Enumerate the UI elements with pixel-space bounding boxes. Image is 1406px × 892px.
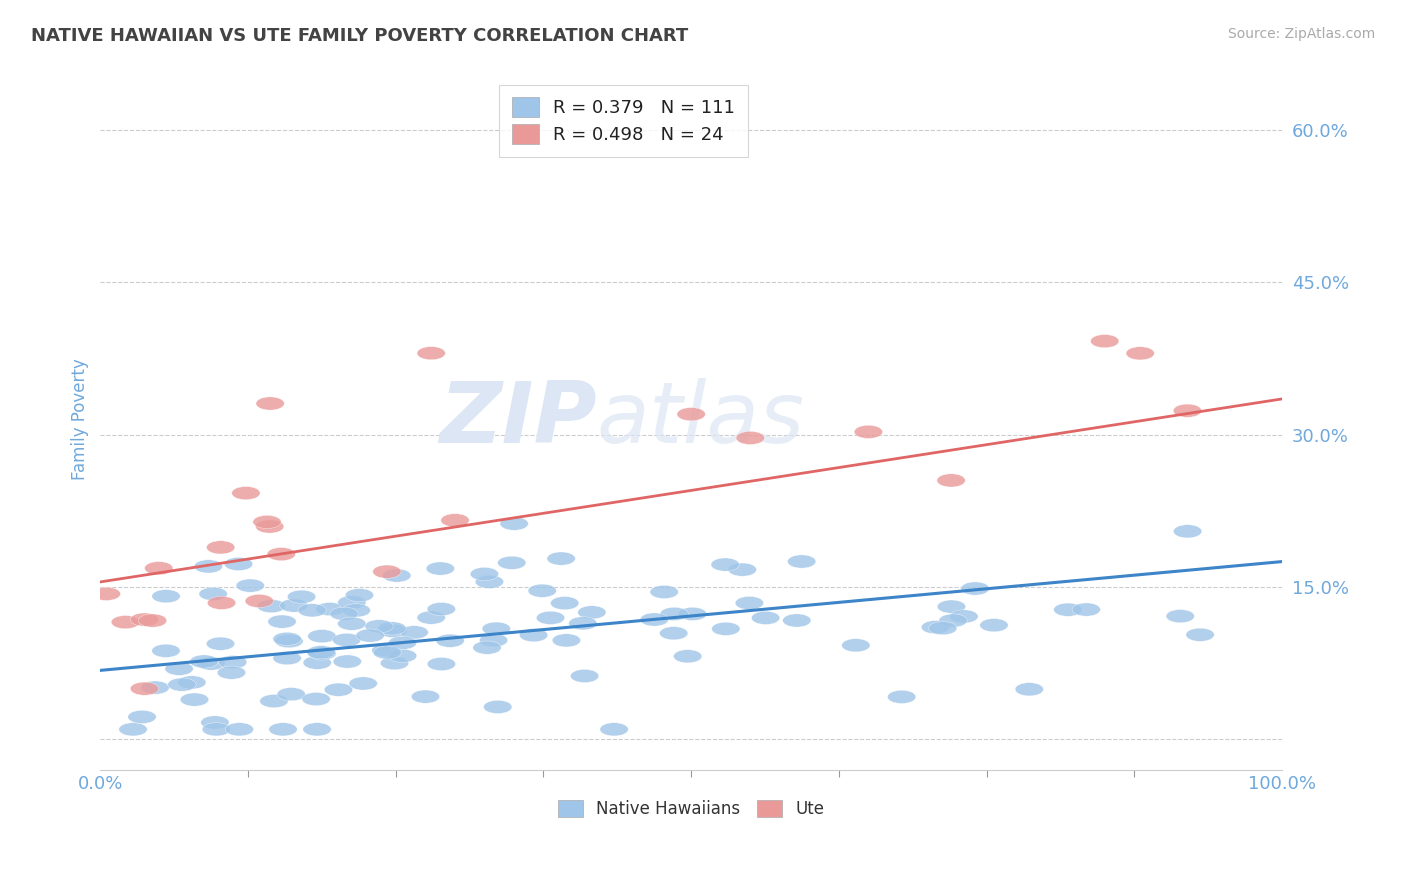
Legend: Native Hawaiians, Ute: Native Hawaiians, Ute bbox=[551, 793, 831, 825]
Text: atlas: atlas bbox=[596, 377, 804, 461]
Text: Source: ZipAtlas.com: Source: ZipAtlas.com bbox=[1227, 27, 1375, 41]
Text: NATIVE HAWAIIAN VS UTE FAMILY POVERTY CORRELATION CHART: NATIVE HAWAIIAN VS UTE FAMILY POVERTY CO… bbox=[31, 27, 688, 45]
Y-axis label: Family Poverty: Family Poverty bbox=[72, 359, 89, 480]
Text: ZIP: ZIP bbox=[439, 377, 596, 461]
